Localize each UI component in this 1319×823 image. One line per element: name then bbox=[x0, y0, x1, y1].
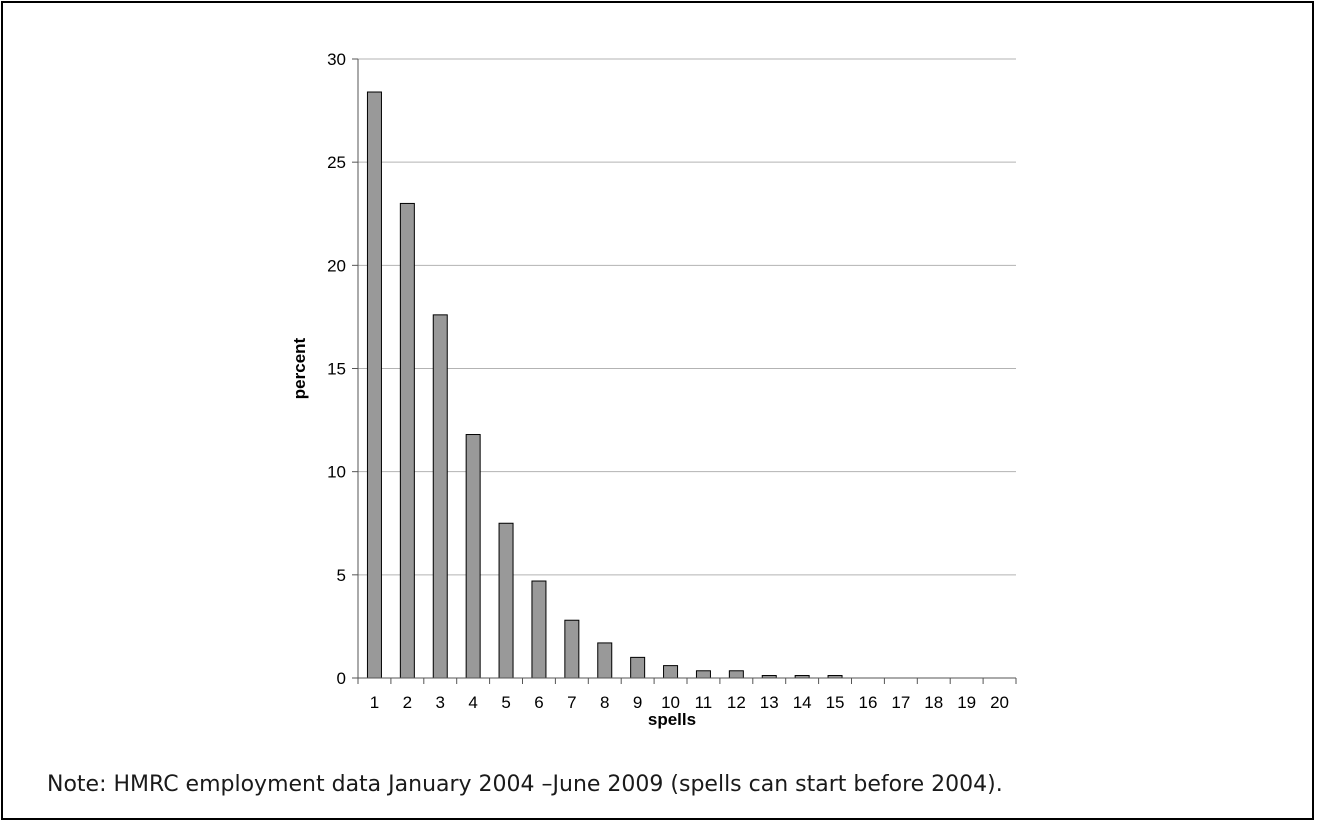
x-tick-label: 19 bbox=[957, 693, 976, 712]
x-tick-label: 16 bbox=[858, 693, 877, 712]
x-axis-label: spells bbox=[648, 710, 696, 729]
x-tick-label: 1 bbox=[370, 693, 379, 712]
bar-8 bbox=[597, 642, 613, 679]
bar-4 bbox=[465, 434, 481, 679]
bar-10 bbox=[663, 665, 679, 679]
x-tick-label: 11 bbox=[695, 693, 713, 712]
x-tick-label: 8 bbox=[600, 693, 609, 712]
bar-6 bbox=[531, 580, 547, 679]
y-tick-label: 20 bbox=[327, 256, 346, 275]
bar-9 bbox=[630, 656, 646, 679]
x-tick-label: 4 bbox=[468, 693, 477, 712]
bar-12 bbox=[728, 670, 744, 679]
x-tick-label: 14 bbox=[793, 693, 812, 712]
y-tick-label: 5 bbox=[337, 566, 346, 585]
y-tick-label: 15 bbox=[327, 360, 346, 379]
x-tick-label: 3 bbox=[436, 693, 445, 712]
x-tick-label: 9 bbox=[633, 693, 642, 712]
y-tick-label: 25 bbox=[327, 153, 346, 172]
x-tick-label: 17 bbox=[891, 693, 910, 712]
bar-5 bbox=[498, 522, 514, 679]
y-axis-label: percent bbox=[290, 337, 309, 399]
y-tick-label: 10 bbox=[327, 463, 346, 482]
y-tick-label: 30 bbox=[327, 50, 346, 69]
x-tick-label: 12 bbox=[727, 693, 746, 712]
bar-11 bbox=[695, 670, 711, 679]
x-tick-label: 5 bbox=[501, 693, 510, 712]
x-tick-label: 18 bbox=[924, 693, 943, 712]
x-tick-label: 7 bbox=[567, 693, 576, 712]
bar-3 bbox=[432, 314, 448, 679]
figure-note: Note: HMRC employment data January 2004 … bbox=[47, 772, 1003, 797]
x-tick-label: 2 bbox=[403, 693, 412, 712]
x-tick-label: 6 bbox=[534, 693, 543, 712]
bar-7 bbox=[564, 619, 580, 679]
x-tick-label: 13 bbox=[760, 693, 779, 712]
bar-2 bbox=[399, 202, 415, 679]
x-tick-label: 20 bbox=[990, 693, 1009, 712]
x-tick-label: 15 bbox=[826, 693, 845, 712]
y-tick-label: 0 bbox=[337, 669, 346, 688]
bar-1 bbox=[366, 91, 382, 679]
x-tick-label: 10 bbox=[661, 693, 680, 712]
